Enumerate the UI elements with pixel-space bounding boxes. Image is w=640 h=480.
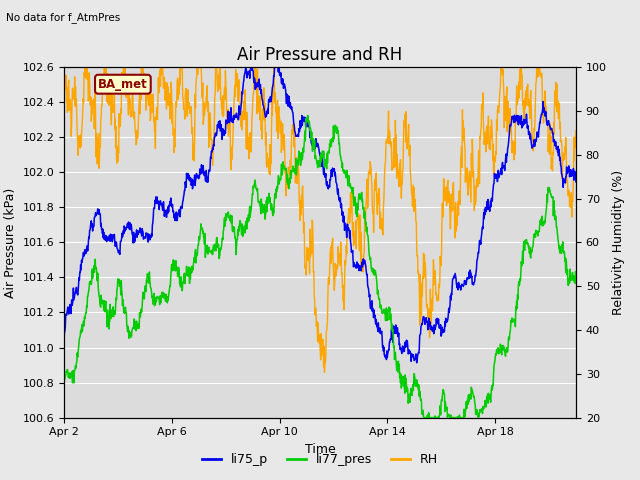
Y-axis label: Relativity Humidity (%): Relativity Humidity (%) [612, 170, 625, 315]
Text: No data for f_AtmPres: No data for f_AtmPres [6, 12, 121, 23]
X-axis label: Time: Time [305, 443, 335, 456]
Legend: li75_p, li77_pres, RH: li75_p, li77_pres, RH [197, 448, 443, 471]
Y-axis label: Air Pressure (kPa): Air Pressure (kPa) [4, 187, 17, 298]
Text: BA_met: BA_met [98, 78, 148, 91]
Title: Air Pressure and RH: Air Pressure and RH [237, 46, 403, 64]
